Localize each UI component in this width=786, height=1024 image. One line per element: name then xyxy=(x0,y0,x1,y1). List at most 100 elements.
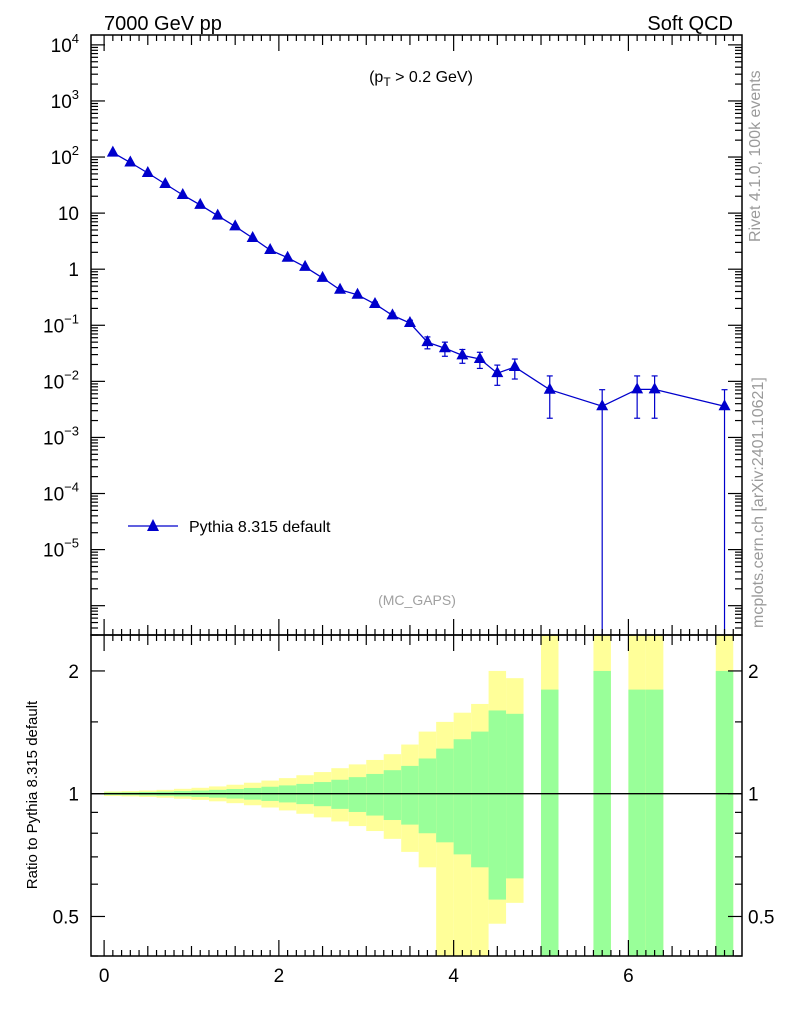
legend-marker xyxy=(147,519,159,531)
y-tick-base: 10 xyxy=(58,204,79,225)
data-point xyxy=(316,270,329,282)
main-series-group xyxy=(106,145,731,635)
y-tick-base: 10 xyxy=(43,316,64,337)
band-green-bin xyxy=(383,770,402,821)
data-point xyxy=(281,250,294,262)
data-point xyxy=(211,208,224,220)
y-tick-base: 10 xyxy=(43,372,64,393)
data-point xyxy=(159,177,172,189)
ratio-bands xyxy=(104,635,734,956)
collision-energy-label: 7000 GeV pp xyxy=(104,13,222,35)
x-tick-label: 2 xyxy=(274,966,285,987)
band-green-bin xyxy=(471,731,489,868)
y-tick-base: 10 xyxy=(43,428,64,449)
x-tick-label: 6 xyxy=(623,966,634,987)
series-line xyxy=(112,152,725,407)
y-tick-exponent: −2 xyxy=(64,367,79,382)
data-point xyxy=(421,335,434,347)
ratio-y-tick-label-right: 1 xyxy=(748,785,759,806)
ratio-y-tick-label-right: 2 xyxy=(748,662,759,683)
y-tick-label: 10−1 xyxy=(43,311,79,337)
data-point xyxy=(299,259,312,271)
y-tick-exponent: −5 xyxy=(64,536,79,551)
rivet-version-label: Rivet 4.1.0, 100k events xyxy=(747,70,764,242)
data-point xyxy=(386,308,399,320)
y-tick-label: 10 xyxy=(58,204,79,225)
ratio-y-tick-label-right: 0.5 xyxy=(748,907,774,928)
y-tick-base: 1 xyxy=(68,260,79,281)
data-point xyxy=(351,287,364,299)
category-label: Soft QCD xyxy=(647,13,733,35)
y-tick-label: 104 xyxy=(51,31,79,57)
data-point xyxy=(543,382,556,394)
y-tick-label: 10−5 xyxy=(43,536,79,562)
y-tick-exponent: 4 xyxy=(72,31,79,46)
band-green-bin xyxy=(488,710,507,900)
mcplots-reference-label: mcplots.cern.ch [arXiv:2401.10621] xyxy=(750,377,767,628)
y-tick-exponent: 2 xyxy=(72,143,79,158)
pt-cut-annotation: (pT > 0.2 GeV) xyxy=(369,69,473,89)
band-green-bin xyxy=(436,748,454,843)
legend-label: Pythia 8.315 default xyxy=(189,519,331,536)
ratio-panel-frame xyxy=(90,634,743,957)
y-tick-label: 1 xyxy=(68,260,79,281)
y-tick-exponent: −4 xyxy=(64,480,79,495)
main-panel-frame xyxy=(90,34,743,636)
band-green-bin xyxy=(593,670,611,956)
band-green-bin xyxy=(715,670,734,956)
data-point xyxy=(718,399,731,411)
data-point xyxy=(631,382,644,394)
band-green-bin xyxy=(366,773,384,816)
y-tick-exponent: −3 xyxy=(64,423,79,438)
data-point xyxy=(648,382,661,394)
y-tick-base: 10 xyxy=(51,148,72,169)
legend: Pythia 8.315 default xyxy=(128,519,331,536)
y-tick-base: 10 xyxy=(51,36,72,57)
data-point xyxy=(106,145,119,157)
data-point xyxy=(403,315,416,327)
x-tick-label: 0 xyxy=(99,966,110,987)
y-tick-label: 10−3 xyxy=(43,423,79,449)
y-tick-base: 10 xyxy=(51,92,72,113)
x-tick-label: 4 xyxy=(448,966,459,987)
data-point xyxy=(176,188,189,200)
y-tick-label: 10−4 xyxy=(43,480,79,506)
data-point xyxy=(229,219,242,231)
y-tick-label: 103 xyxy=(51,87,79,113)
y-tick-exponent: 3 xyxy=(72,87,79,102)
band-green-bin xyxy=(418,758,437,834)
data-point xyxy=(194,197,207,209)
band-green-bin xyxy=(645,689,664,956)
y-tick-exponent: −1 xyxy=(64,311,79,326)
band-green-bin xyxy=(541,689,559,956)
data-point xyxy=(368,296,381,308)
ratio-y-axis-label: Ratio to Pythia 8.315 default xyxy=(24,700,41,889)
analysis-tag: (MC_GAPS) xyxy=(378,592,456,608)
data-point xyxy=(264,242,277,254)
band-green-bin xyxy=(453,739,472,855)
data-point xyxy=(473,352,486,364)
band-green-bin xyxy=(348,777,367,812)
band-green-bin xyxy=(401,765,419,825)
y-tick-base: 10 xyxy=(43,485,64,506)
ratio-y-tick-label: 1 xyxy=(68,785,79,806)
data-point xyxy=(491,366,504,378)
y-tick-label: 102 xyxy=(51,143,79,169)
data-point xyxy=(334,282,347,294)
band-green-bin xyxy=(506,713,524,879)
data-point xyxy=(508,360,521,372)
ratio-y-tick-label: 2 xyxy=(68,662,79,683)
data-point xyxy=(246,230,259,242)
data-point xyxy=(124,155,137,167)
ratio-y-tick-label: 0.5 xyxy=(53,907,79,928)
y-tick-base: 10 xyxy=(43,541,64,562)
band-green-bin xyxy=(628,689,646,956)
data-point xyxy=(141,165,154,177)
data-point xyxy=(596,399,609,411)
data-point xyxy=(456,348,469,360)
data-point xyxy=(438,341,451,353)
y-tick-label: 10−2 xyxy=(43,367,79,393)
axis-ticks xyxy=(91,35,742,957)
